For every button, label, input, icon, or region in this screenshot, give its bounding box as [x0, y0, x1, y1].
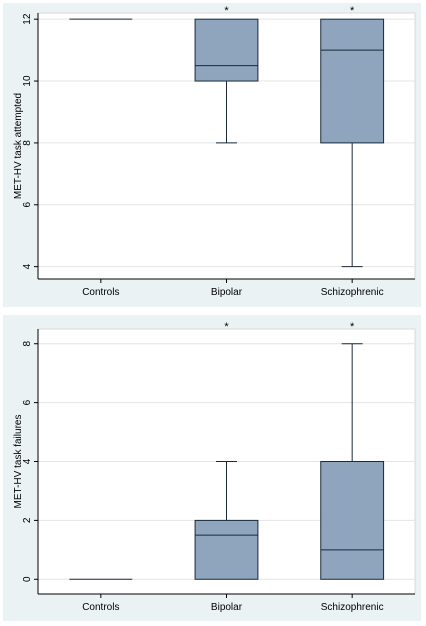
y-tick-label-2: 4	[22, 458, 33, 464]
y-tick-label-4: 12	[22, 13, 33, 25]
category-label-2: Schizophrenic	[321, 602, 384, 613]
y-tick-label-0: 0	[22, 576, 33, 582]
y-axis-label: MET-HV task attempted	[13, 93, 24, 199]
box-iqr	[194, 18, 259, 82]
y-tick-label-1: 2	[22, 517, 33, 523]
significance-marker: *	[350, 321, 355, 333]
box-iqr	[194, 519, 259, 580]
chart-panel-attempted: 4 6 8 10 12 MET-HV task attempted Controls Bipo…	[3, 3, 421, 307]
significance-marker: *	[350, 5, 355, 17]
significance-marker: *	[224, 321, 229, 333]
boxplot-failures: 0 2 4 6 8 MET-HV task failures Controls Bipolar…	[13, 321, 416, 613]
box-iqr	[320, 461, 385, 580]
box-bipolar: *	[194, 321, 259, 580]
box-schizophrenic: *	[320, 5, 385, 268]
y-tick-label-3: 6	[22, 399, 33, 405]
y-tick-label-0: 4	[22, 263, 33, 269]
box-bipolar: *	[194, 5, 259, 144]
box-schizophrenic: *	[320, 321, 385, 580]
category-label-2: Schizophrenic	[321, 287, 384, 298]
category-label-0: Controls	[82, 602, 119, 613]
box-iqr	[320, 18, 385, 144]
y-tick-label-4: 8	[22, 341, 33, 347]
y-tick-label-3: 10	[22, 75, 33, 87]
significance-marker: *	[224, 5, 229, 17]
category-label-1: Bipolar	[211, 602, 243, 613]
chart-panel-failures: 0 2 4 6 8 MET-HV task failures Controls Bipolar…	[3, 315, 421, 621]
category-label-0: Controls	[82, 287, 119, 298]
y-axis-label: MET-HV task failures	[13, 415, 24, 509]
category-label-1: Bipolar	[211, 287, 243, 298]
y-tick-label-1: 6	[22, 202, 33, 208]
y-tick-label-2: 8	[22, 140, 33, 146]
boxplot-attempted: 4 6 8 10 12 MET-HV task attempted Controls Bipo…	[13, 5, 416, 298]
